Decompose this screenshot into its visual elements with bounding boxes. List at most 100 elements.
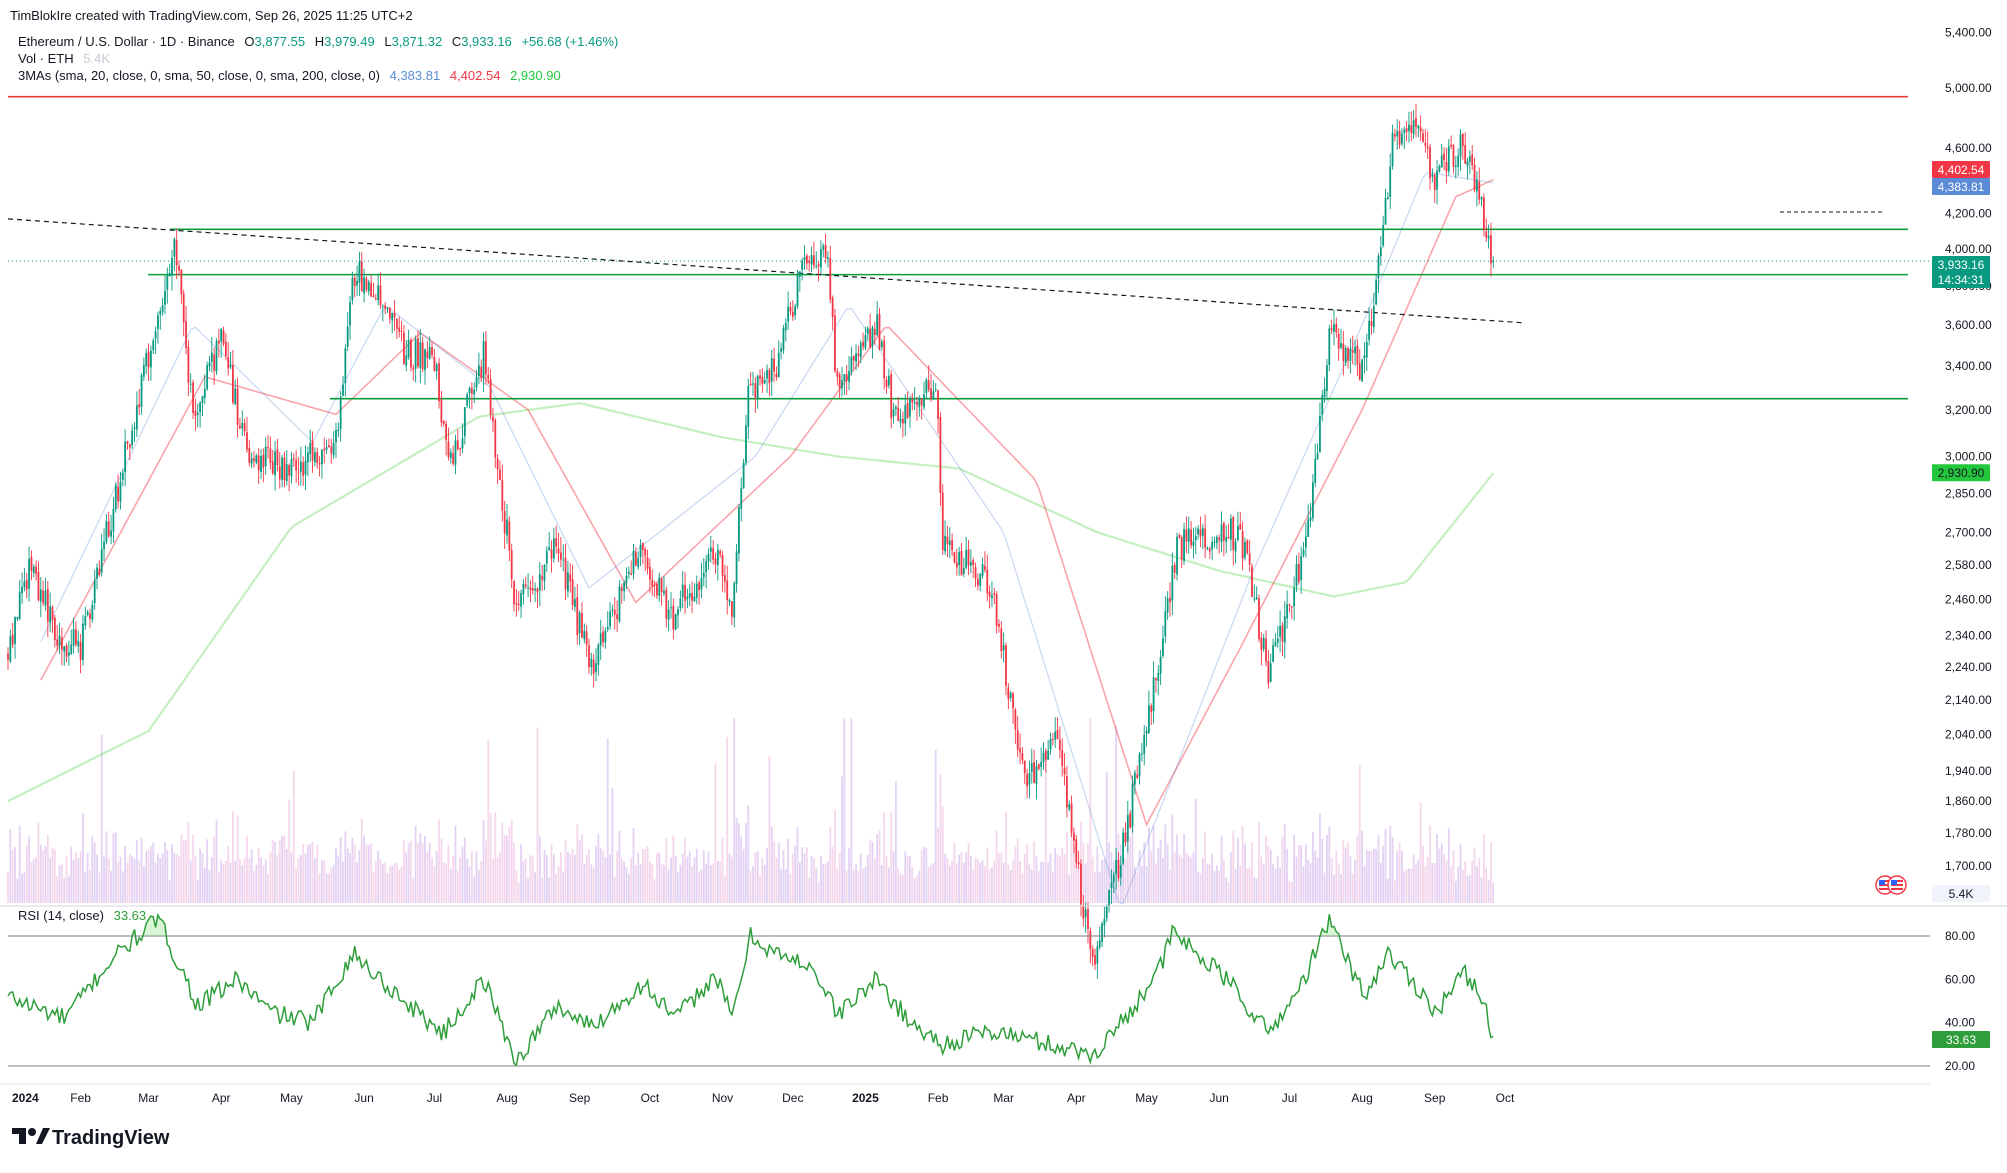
- volume-bar: [545, 855, 548, 903]
- volume-bar: [1131, 828, 1134, 903]
- candle-body: [262, 454, 265, 468]
- candle-body: [154, 331, 157, 339]
- us-flag-icon[interactable]: [1875, 875, 1907, 895]
- candle-body: [932, 391, 935, 399]
- candle-body: [1445, 162, 1448, 172]
- time-axis[interactable]: 2024 Feb Mar Apr May Jun Jul Aug Sep Oct Nov Dec 202…: [12, 1091, 1515, 1105]
- candle-body: [1286, 604, 1289, 619]
- volume-bar: [1061, 847, 1064, 903]
- candle-body: [321, 449, 323, 465]
- price-tag-box: [1932, 161, 1990, 178]
- symbol-legend[interactable]: Ethereum / U.S. Dollar · 1D · Binance O3…: [18, 34, 618, 49]
- volume-bar: [604, 857, 607, 903]
- volume-bar: [1197, 871, 1200, 903]
- candle-body: [267, 446, 269, 448]
- candle-body: [477, 365, 480, 376]
- candle-body: [902, 418, 904, 424]
- candle-body: [351, 277, 354, 301]
- candle-body: [1152, 677, 1155, 712]
- volume-bar: [56, 876, 59, 903]
- candle-body: [873, 329, 876, 336]
- candle-body: [705, 561, 708, 573]
- candle-body: [653, 584, 656, 586]
- volume-bar: [1283, 823, 1286, 903]
- candle-body: [567, 572, 569, 592]
- candle-body: [506, 519, 508, 536]
- candle-body: [538, 574, 541, 591]
- candle-body: [105, 521, 108, 543]
- volume-bar: [398, 869, 401, 903]
- candle-body: [131, 430, 134, 446]
- candle-body: [1321, 395, 1324, 415]
- volume-bar: [892, 851, 895, 903]
- volume-bar: [316, 844, 319, 903]
- volume-bar: [1323, 872, 1326, 903]
- volume-bar: [869, 839, 872, 903]
- volume-bar: [332, 864, 335, 903]
- candle-body: [1070, 803, 1073, 833]
- volume-bar: [873, 858, 876, 903]
- volume-bar: [105, 831, 108, 903]
- candle-body: [103, 541, 105, 549]
- candle-body: [1309, 517, 1312, 521]
- volume-bar: [487, 739, 490, 903]
- volume-bar: [14, 847, 16, 903]
- volume-bar: [660, 863, 663, 903]
- volume-bar: [224, 860, 227, 903]
- volume-bar: [196, 879, 199, 903]
- candle-body: [820, 249, 822, 268]
- volume-bar: [159, 858, 162, 903]
- candle-body: [1316, 453, 1319, 459]
- tradingview-logo-icon[interactable]: [12, 1128, 50, 1144]
- volume-bar: [1457, 866, 1460, 903]
- candle-body: [433, 356, 436, 371]
- candle-body: [557, 548, 560, 554]
- rsi-line-path: [7, 912, 1494, 1067]
- volume-bar: [984, 865, 986, 903]
- candle-body: [752, 383, 754, 385]
- volume-bar: [1288, 880, 1291, 903]
- candle-body: [812, 255, 815, 266]
- volume-bar: [749, 870, 752, 903]
- volume-bar: [417, 842, 419, 903]
- volume-legend[interactable]: Vol · ETH 5.4K: [18, 51, 110, 66]
- volume-bar: [1016, 837, 1019, 903]
- volume-bar: [1262, 864, 1265, 903]
- volume-bar: [1436, 833, 1438, 903]
- volume-bar: [639, 864, 642, 903]
- volume-bar: [1422, 845, 1424, 903]
- rsi-legend[interactable]: RSI (14, close) 33.63: [18, 908, 146, 923]
- candle-body: [766, 370, 768, 379]
- candle-body: [1066, 776, 1068, 808]
- volume-bar: [801, 847, 804, 903]
- price-axis[interactable]: 5,400.00 5,000.00 4,600.00 4,200.00 4,000.00…: [1945, 25, 1992, 1073]
- candle-body: [1410, 125, 1413, 133]
- volume-bar: [419, 833, 422, 903]
- candle-body: [318, 462, 321, 465]
- candle-body: [175, 240, 178, 266]
- candle-body: [1290, 606, 1293, 608]
- volume-bar: [674, 856, 677, 903]
- trendline[interactable]: [7, 218, 1526, 324]
- candle-body: [1475, 179, 1478, 192]
- candle-body: [969, 562, 972, 566]
- candle-body: [316, 452, 319, 463]
- dashed-trendline[interactable]: [7, 218, 1526, 324]
- candle-body: [194, 410, 197, 416]
- candle-body: [1265, 638, 1267, 662]
- horizontal-levels[interactable]: [8, 95, 1930, 400]
- volume-bar: [1190, 857, 1192, 903]
- volume-bar: [152, 842, 155, 903]
- low-value: 3,871.32: [392, 34, 443, 49]
- volume-bar: [1019, 861, 1021, 903]
- volume-bar: [1466, 875, 1469, 903]
- ma-legend[interactable]: 3MAs (sma, 20, close, 0, sma, 50, close,…: [18, 68, 561, 83]
- volume-bar: [665, 837, 668, 903]
- tradingview-brand[interactable]: TradingView: [52, 1127, 170, 1149]
- volume-bar: [1204, 831, 1207, 903]
- volume-bar: [524, 858, 527, 903]
- candle-body: [955, 562, 958, 568]
- candle-body: [1204, 528, 1207, 548]
